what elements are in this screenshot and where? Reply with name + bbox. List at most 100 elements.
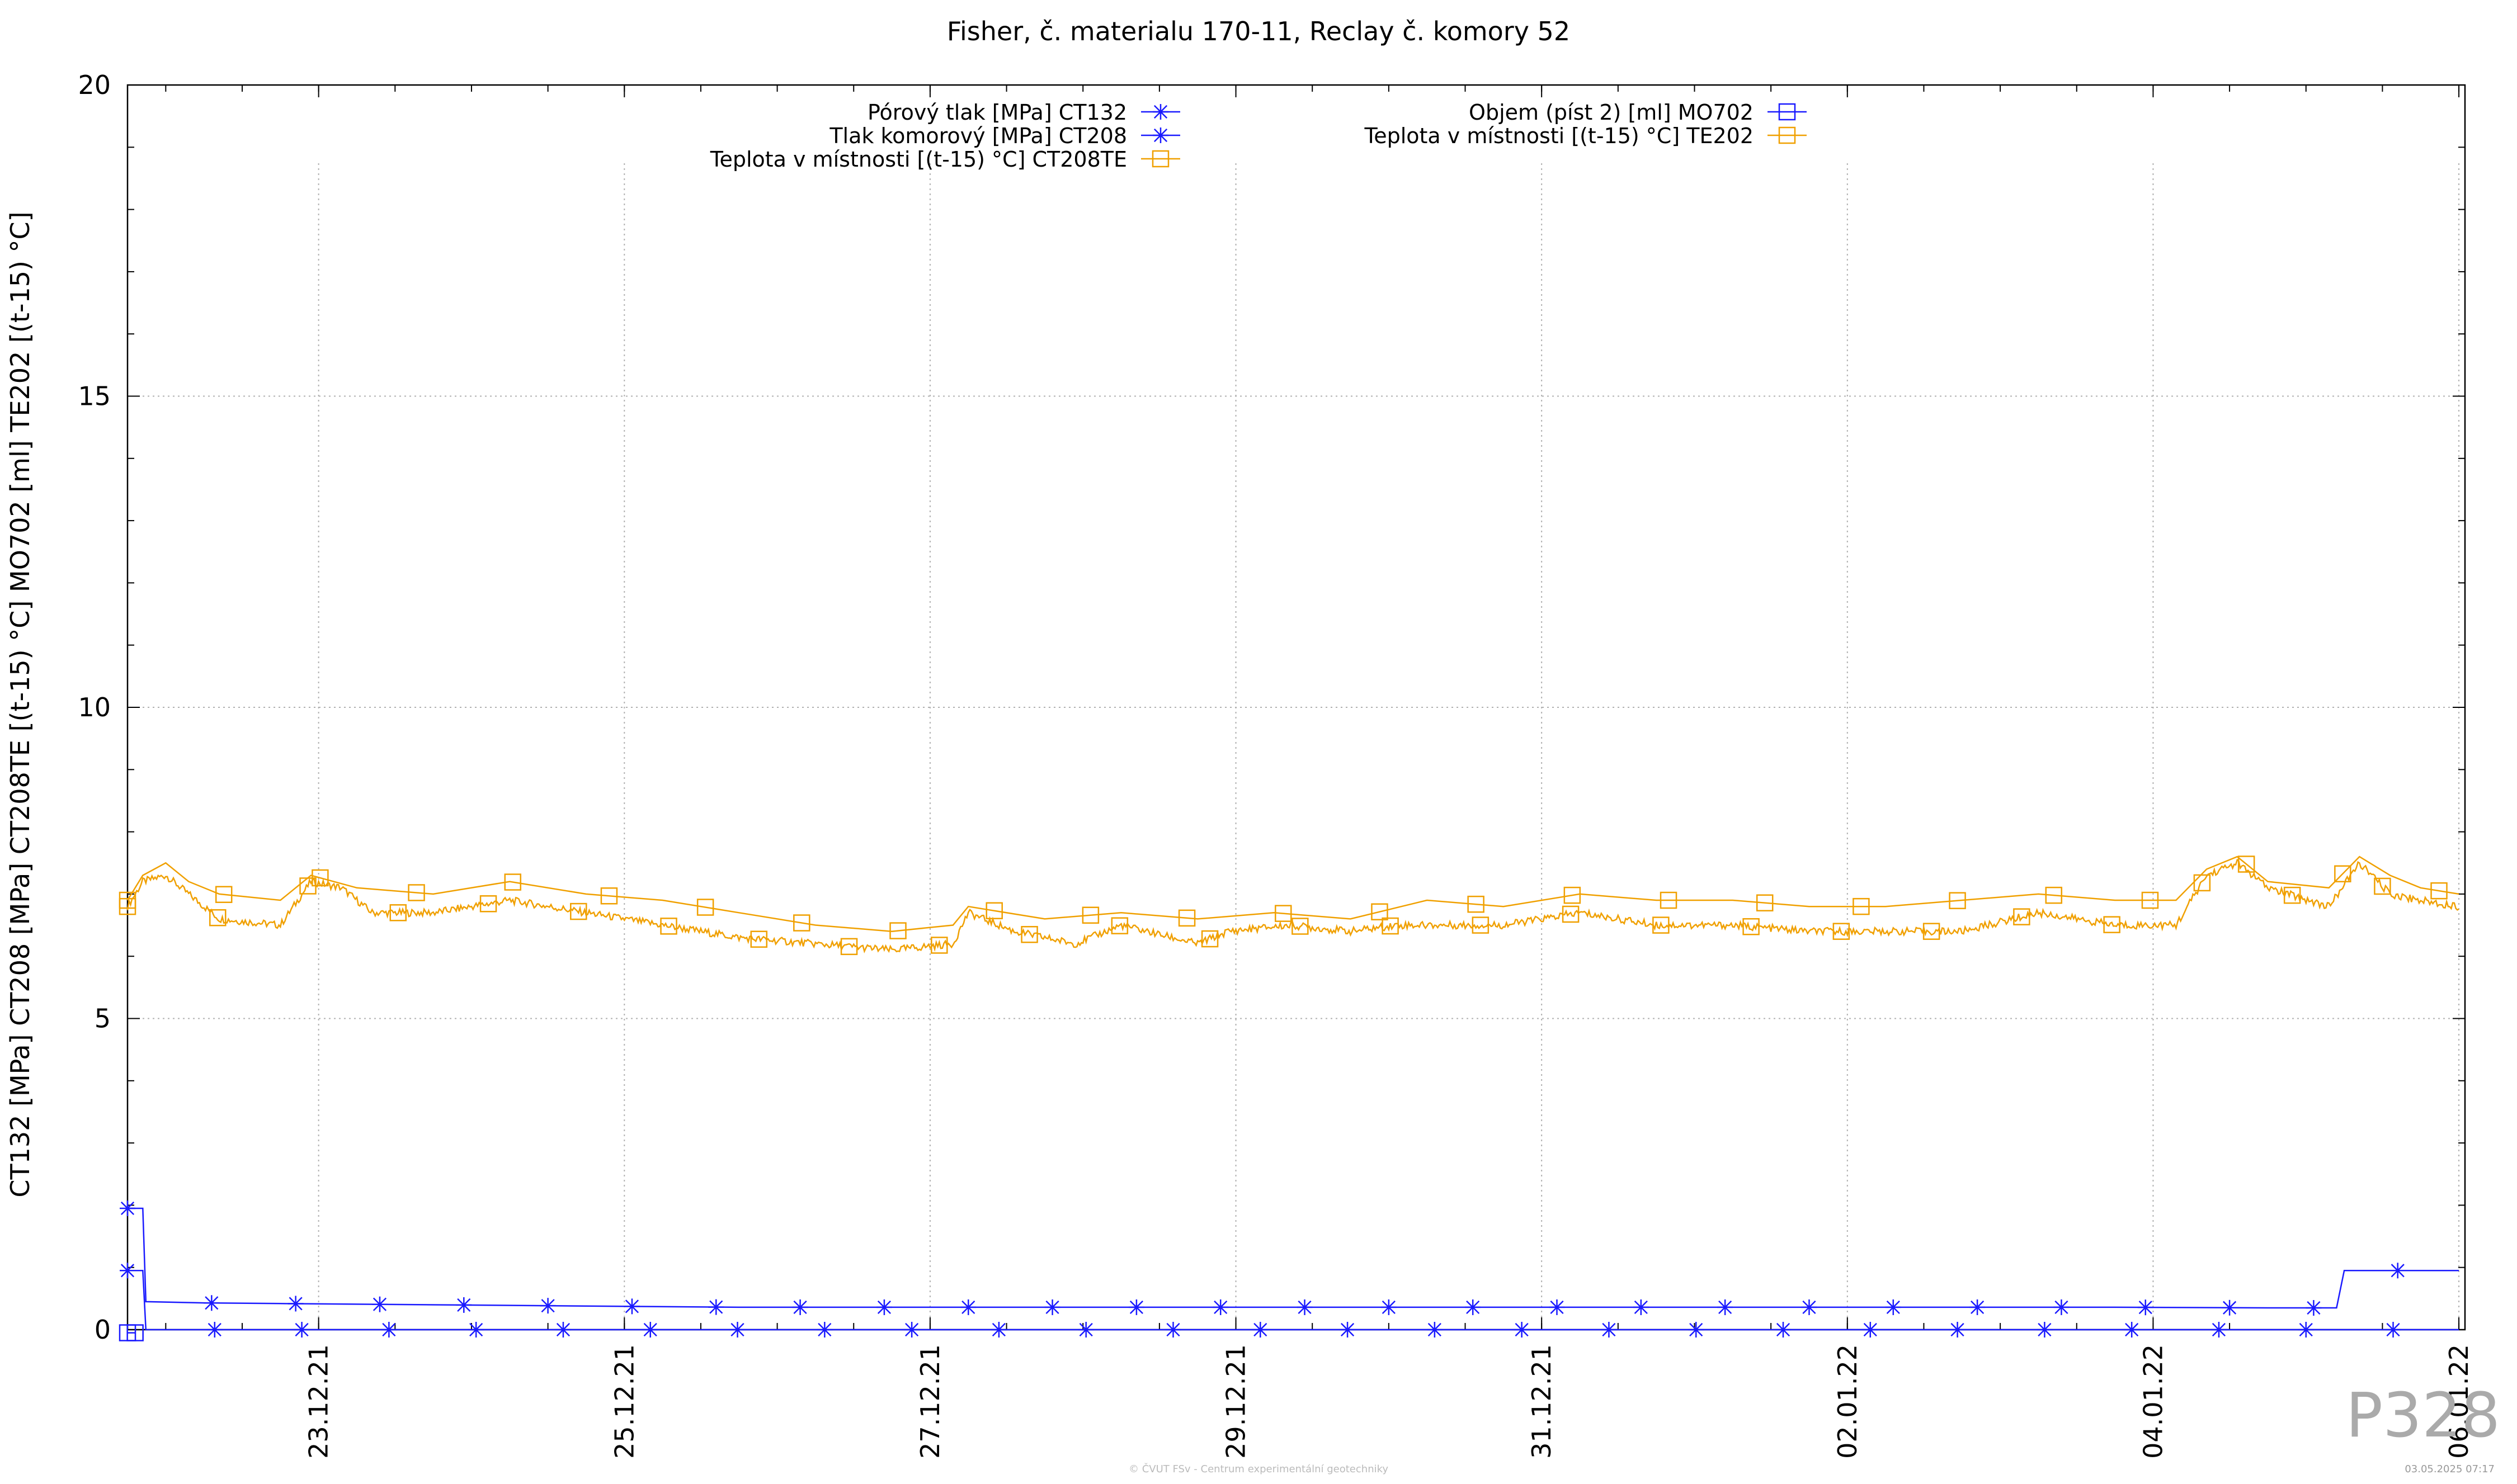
marker-stroke	[457, 1298, 471, 1312]
marker-stroke	[992, 1322, 1006, 1337]
data-point	[931, 937, 948, 954]
marker-stroke	[1776, 1322, 1790, 1337]
data-point	[1717, 1299, 1733, 1315]
y-tick-label: 15	[78, 381, 111, 412]
data-point	[1862, 1322, 1878, 1338]
data-point	[206, 1322, 223, 1338]
series-4	[119, 856, 2459, 939]
y-tick-label: 0	[95, 1315, 111, 1345]
legend-item: Teplota v místnosti [(t-15) °C] TE202	[1364, 124, 1807, 148]
footer-credit: © ČVUT FSv - Centrum experimentální geot…	[1128, 1463, 1389, 1475]
data-point	[2045, 886, 2063, 904]
data-point	[991, 1322, 1007, 1338]
marker-stroke	[1045, 1300, 1059, 1315]
data-point	[408, 884, 425, 901]
series-line	[128, 1207, 2459, 1309]
marker-stroke	[905, 1322, 919, 1337]
marker-stroke	[541, 1299, 555, 1313]
legend-item: Pórový tlak [MPa] CT132	[868, 100, 1180, 125]
data-point	[2210, 1322, 2227, 1338]
marker-stroke	[1253, 1322, 1267, 1337]
data-point	[540, 1298, 556, 1314]
data-point	[600, 887, 618, 905]
legend-item: Teplota v místnosti [(t-15) °C] CT208TE	[710, 147, 1180, 172]
data-point	[1775, 1322, 1792, 1338]
legend-label: Teplota v místnosti [(t-15) °C] CT208TE	[710, 147, 1127, 172]
x-tick-label: 27.12.21	[915, 1344, 945, 1459]
data-point	[1949, 1322, 1965, 1338]
data-point	[215, 886, 233, 903]
x-tick-label: 31.12.21	[1526, 1344, 1557, 1459]
data-point	[1128, 1299, 1144, 1315]
data-point	[381, 1322, 397, 1338]
marker-stroke	[556, 1322, 571, 1337]
marker-stroke	[2307, 1301, 2321, 1315]
legend-label: Tlak komorový [MPa] CT208	[829, 124, 1127, 148]
data-point	[1382, 917, 1399, 935]
data-point	[660, 918, 677, 935]
data-point	[2193, 874, 2211, 892]
data-point	[119, 891, 136, 909]
data-point	[708, 1299, 724, 1315]
marker-stroke	[961, 1300, 975, 1315]
data-point	[2385, 1322, 2401, 1338]
legend-label: Objem (píst 2) [ml] MO702	[1469, 100, 1754, 125]
data-point	[750, 930, 768, 948]
data-point	[1465, 1299, 1481, 1315]
data-point	[1021, 925, 1038, 943]
data-point	[1297, 1299, 1313, 1315]
marker-stroke	[730, 1322, 744, 1337]
watermark: P328	[2345, 1379, 2500, 1451]
data-point	[876, 1299, 892, 1315]
data-point	[1601, 1322, 1617, 1338]
marker-stroke	[1515, 1322, 1529, 1337]
data-point	[1082, 906, 1100, 924]
legend-item: Tlak komorový [MPa] CT208	[829, 124, 1180, 148]
data-point	[2430, 882, 2448, 900]
marker-stroke	[1802, 1300, 1816, 1315]
y-tick-label: 5	[95, 1004, 111, 1034]
data-point	[2103, 916, 2120, 933]
x-tick-label: 25.12.21	[609, 1344, 639, 1459]
data-point	[2374, 877, 2391, 895]
data-point	[1467, 895, 1484, 913]
data-point	[889, 922, 907, 939]
data-point	[642, 1322, 658, 1338]
marker-stroke	[877, 1300, 891, 1315]
marker-stroke	[205, 1296, 219, 1310]
data-point	[696, 899, 714, 916]
data-point	[1563, 886, 1581, 904]
data-point	[294, 1322, 310, 1338]
data-point	[570, 902, 587, 920]
marker-stroke	[208, 1322, 221, 1337]
data-point	[126, 1324, 144, 1341]
data-point	[371, 1296, 388, 1312]
data-point	[1340, 1322, 1356, 1338]
data-point	[1660, 891, 1677, 909]
series-3	[119, 1324, 144, 1341]
marker-stroke	[1214, 1300, 1228, 1315]
data-point	[2013, 908, 2030, 925]
marker-stroke	[289, 1297, 303, 1311]
marker-stroke	[1079, 1322, 1093, 1337]
data-point	[1252, 1322, 1269, 1338]
marker-stroke	[1602, 1322, 1616, 1337]
marker-stroke	[1153, 128, 1168, 143]
legend-marker	[1153, 127, 1168, 143]
data-point	[479, 895, 497, 913]
data-point	[204, 1295, 220, 1311]
data-point	[120, 1200, 135, 1216]
data-point	[2334, 865, 2351, 882]
marker-stroke	[120, 1264, 135, 1278]
data-point	[2124, 1322, 2140, 1338]
marker-stroke	[469, 1322, 483, 1337]
data-point	[1832, 923, 1850, 940]
marker-stroke	[1863, 1322, 1877, 1337]
series-line	[128, 1270, 2459, 1331]
data-point	[1201, 930, 1219, 948]
data-point	[624, 1298, 640, 1315]
data-point	[1165, 1322, 1181, 1338]
